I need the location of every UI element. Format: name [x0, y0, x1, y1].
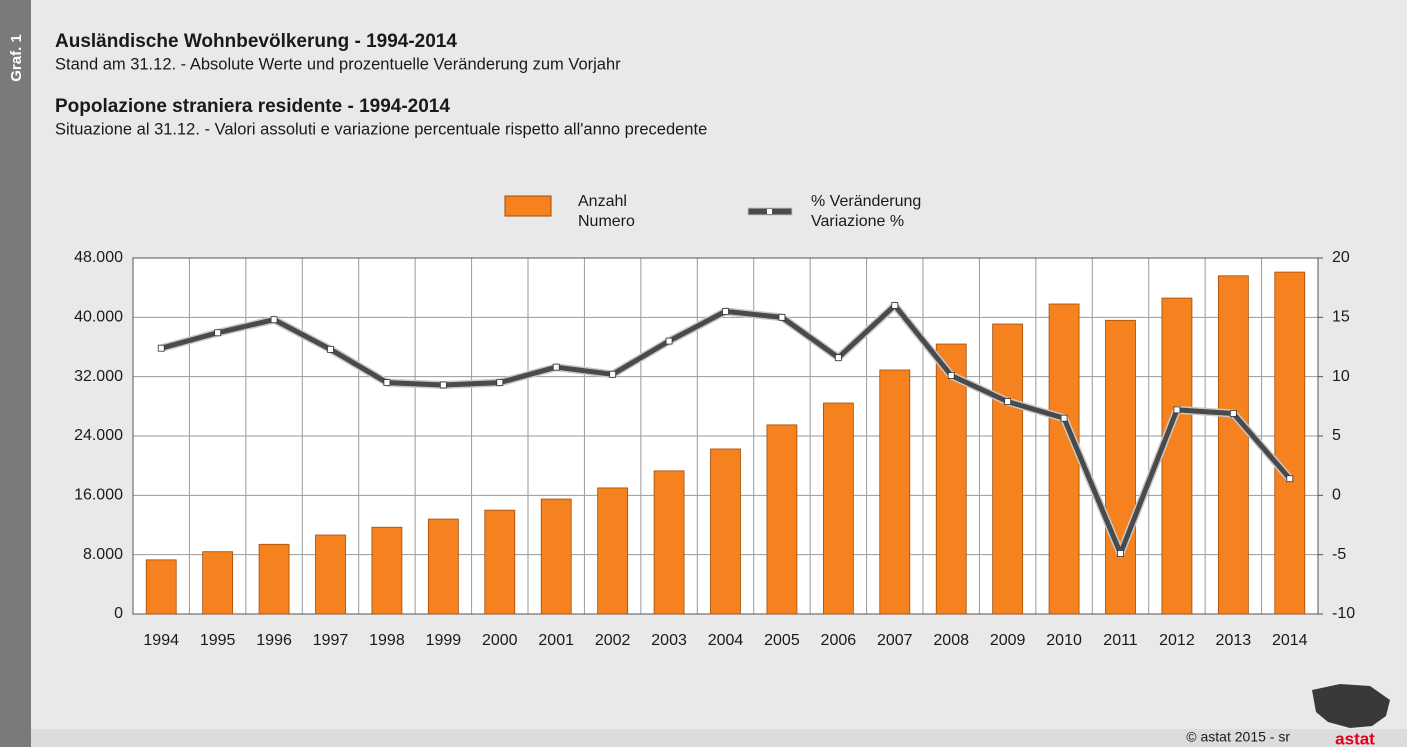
x-tick-label: 2014	[1272, 632, 1308, 649]
y2-tick-label: 0	[1332, 487, 1341, 504]
chart-title: Ausländische Wohnbevölkerung - 1994-2014	[55, 31, 457, 52]
x-tick-label: 2001	[538, 632, 574, 649]
line-marker	[665, 337, 673, 345]
line-marker	[214, 329, 222, 337]
footer-band	[31, 729, 1407, 747]
y-tick-label: 8.000	[83, 546, 123, 563]
legend-swatch-marker	[767, 209, 772, 214]
bar	[653, 470, 685, 615]
bar	[935, 343, 967, 615]
x-tick-label: 1998	[369, 632, 405, 649]
logo-text: astat	[1335, 729, 1375, 747]
x-tick-label: 2005	[764, 632, 800, 649]
logo-map	[1312, 684, 1390, 728]
bar	[202, 551, 234, 615]
line-marker	[439, 381, 447, 389]
line-marker	[270, 316, 278, 324]
line-marker	[722, 307, 729, 315]
y2-tick-label: -10	[1332, 605, 1355, 622]
y-tick-label: 32.000	[74, 368, 123, 385]
line-marker	[834, 354, 842, 362]
bar	[822, 402, 854, 615]
bar	[484, 509, 516, 615]
bar	[145, 559, 177, 615]
y-tick-label: 40.000	[74, 309, 123, 326]
y-tick-label: 48.000	[74, 249, 123, 266]
sidebar	[0, 0, 31, 747]
line-marker	[1286, 475, 1294, 483]
legend-swatch	[504, 195, 552, 217]
x-tick-label: 1995	[200, 632, 236, 649]
x-tick-label: 2000	[482, 632, 518, 649]
x-tick-label: 2007	[877, 632, 913, 649]
legend-label: Anzahl	[578, 193, 627, 210]
line-marker	[609, 370, 617, 378]
line-marker	[1004, 398, 1012, 405]
y2-tick-label: 20	[1332, 249, 1350, 266]
side-label: Graf. 1	[8, 34, 25, 82]
bar	[710, 448, 741, 615]
x-tick-label: 2004	[708, 632, 744, 649]
x-tick-label: 1997	[313, 632, 349, 649]
line-marker	[157, 344, 165, 352]
line-marker	[1060, 414, 1068, 422]
x-tick-label: 2010	[1046, 632, 1082, 649]
chart-subtitle: Stand am 31.12. - Absolute Werte und pro…	[55, 55, 621, 73]
bar	[258, 543, 290, 615]
bar	[540, 498, 572, 615]
x-tick-label: 2008	[933, 632, 969, 649]
x-tick-label: 2003	[651, 632, 687, 649]
bar	[766, 424, 798, 615]
y2-tick-label: 15	[1332, 309, 1350, 326]
bar	[371, 526, 403, 615]
bar	[597, 487, 629, 615]
legend-label: % Veränderung	[811, 193, 921, 210]
bar	[427, 518, 459, 615]
line-marker	[1229, 410, 1237, 417]
legend-label: Variazione %	[811, 213, 904, 230]
x-tick-label: 1994	[143, 632, 179, 649]
line-marker	[552, 363, 560, 371]
line-marker	[947, 372, 955, 379]
y2-tick-label: -5	[1332, 546, 1346, 563]
line-marker	[1173, 406, 1181, 414]
bar	[992, 323, 1024, 615]
legend-label: Numero	[578, 213, 635, 230]
line-marker	[496, 379, 504, 387]
y2-tick-label: 10	[1332, 368, 1350, 385]
bar	[315, 534, 346, 615]
x-tick-label: 2006	[821, 632, 857, 649]
footer: © astat 2015 - sr	[1186, 729, 1290, 745]
y-tick-label: 16.000	[74, 487, 123, 504]
bar	[1048, 303, 1080, 615]
bar	[1105, 319, 1136, 615]
y-tick-label: 0	[114, 605, 123, 622]
line-marker	[383, 379, 391, 387]
x-tick-label: 2011	[1103, 632, 1138, 649]
bar	[1217, 275, 1249, 615]
line-marker	[891, 302, 899, 309]
bar	[879, 369, 911, 615]
bar	[1161, 297, 1193, 615]
y2-tick-label: 5	[1332, 427, 1341, 444]
x-tick-label: 1999	[426, 632, 462, 649]
x-tick-label: 2012	[1159, 632, 1195, 649]
bar	[1274, 271, 1306, 615]
x-tick-label: 2013	[1216, 632, 1252, 649]
line-marker	[1117, 550, 1124, 557]
x-tick-label: 1996	[256, 632, 292, 649]
chart-subtitle-2: Situazione al 31.12. - Valori assoluti e…	[55, 120, 707, 138]
chart-title-2: Popolazione straniera residente - 1994-2…	[55, 96, 450, 117]
line-marker	[778, 313, 786, 321]
line-marker	[327, 345, 334, 353]
x-tick-label: 2009	[990, 632, 1026, 649]
x-tick-label: 2002	[595, 632, 631, 649]
y-tick-label: 24.000	[74, 427, 123, 444]
